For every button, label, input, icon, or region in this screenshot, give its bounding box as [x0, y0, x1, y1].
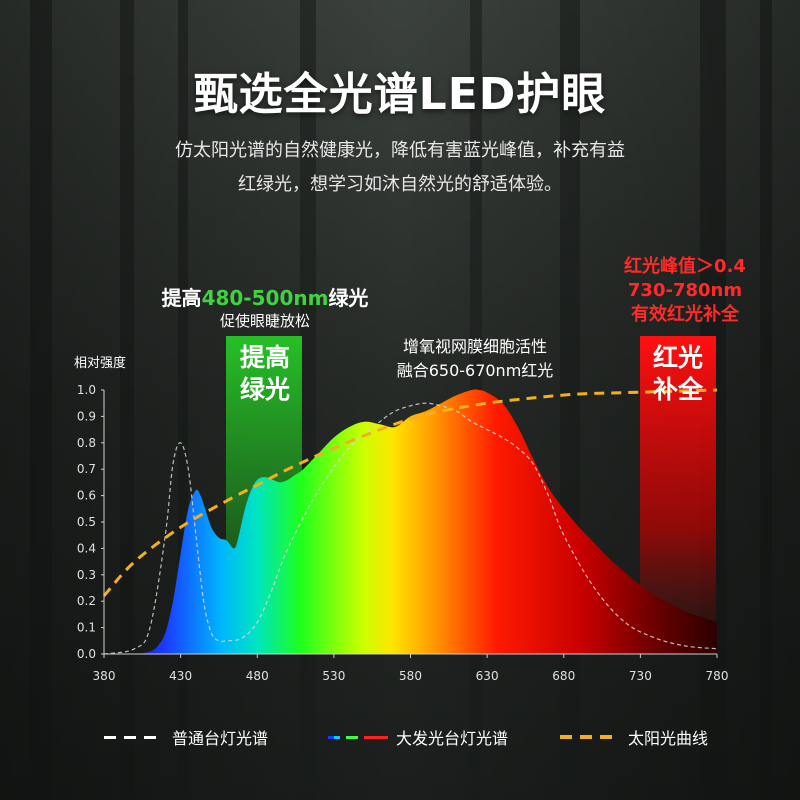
- y-tick-label-5: 0.5: [77, 515, 96, 529]
- x-tick-label-7: 730: [629, 669, 652, 683]
- ordinary-lamp-curve: [103, 402, 718, 655]
- green-light-heading: 提高480-500nm绿光: [150, 282, 380, 311]
- legend-label-sunlight: 太阳光曲线: [628, 729, 709, 748]
- subtitle-line-1: 仿太阳光谱的自然健康光，降低有害蓝光峰值，补充有益: [175, 140, 625, 161]
- page-title: 甄选全光谱LED护眼: [193, 69, 607, 120]
- green-band-label: 提高 绿光: [222, 342, 308, 406]
- red-light-heading: 红光峰值＞0.4 730-780nm 有效红光补全: [590, 255, 780, 327]
- green-tag-line-1: 提高: [239, 343, 290, 372]
- subtitle-line-2: 红绿光，想学习如沐自然光的舒适体验。: [238, 174, 562, 195]
- green-head-range: 480-500nm: [201, 286, 329, 310]
- legend-label-brand-lamp: 大发光台灯光谱: [396, 729, 509, 748]
- y-tick-label-10: 1.0: [77, 383, 96, 397]
- legend-item-ordinary-lamp: 普通台灯光谱: [104, 725, 268, 749]
- x-tick-label-8: 780: [706, 669, 729, 683]
- red-head-line-2: 730-780nm: [627, 280, 743, 301]
- y-tick-label-2: 0.2: [77, 594, 96, 608]
- x-tick-label-5: 630: [476, 669, 499, 683]
- green-head-suffix: 绿光: [328, 286, 369, 310]
- green-head-prefix: 提高: [161, 286, 202, 310]
- y-tick-label-9: 0.9: [77, 409, 96, 423]
- green-tag-line-2: 绿光: [239, 375, 290, 404]
- legend-swatch-dashed-yellow: [560, 735, 620, 739]
- y-tick-label-6: 0.6: [77, 489, 96, 503]
- red-head-line-1: 红光峰值＞0.4: [624, 256, 746, 277]
- legend-swatch-rainbow: [328, 735, 388, 739]
- sunlight-curve: [102, 388, 718, 597]
- y-tick-label-0: 0.0: [77, 647, 96, 661]
- y-tick-label-7: 0.7: [77, 462, 96, 476]
- x-tick-label-4: 580: [399, 669, 422, 683]
- green-light-subtext: 促使眼睫放松: [219, 312, 310, 330]
- y-axis-label: 相对强度: [74, 356, 127, 371]
- legend-label-ordinary-lamp: 普通台灯光谱: [172, 729, 269, 748]
- x-tick-label-3: 530: [322, 669, 345, 683]
- y-tick-label-1: 0.1: [77, 621, 96, 635]
- y-tick-label-8: 0.8: [77, 436, 96, 450]
- legend-item-brand-lamp: 大发光台灯光谱: [328, 725, 508, 749]
- x-tick-label-6: 680: [552, 669, 575, 683]
- legend-swatch-dashed-white: [104, 735, 164, 739]
- x-tick-label-1: 430: [169, 669, 192, 683]
- red-light-annotation: 增氧视网膜细胞活性 融合650-670nm红光: [360, 335, 590, 383]
- red-head-line-3: 有效红光补全: [631, 304, 739, 325]
- red-band-label: 红光 补全: [640, 342, 716, 406]
- spectrum-area: [104, 389, 717, 655]
- mid-annot-line-1: 增氧视网膜细胞活性: [402, 337, 547, 356]
- x-tick-label-0: 380: [93, 669, 116, 683]
- y-tick-label-4: 0.4: [77, 541, 96, 555]
- x-tick-label-2: 480: [246, 669, 269, 683]
- mid-annot-line-2: 融合650-670nm红光: [396, 361, 554, 380]
- legend-item-sunlight: 太阳光曲线: [560, 725, 708, 749]
- red-tag-line-2: 补全: [652, 375, 703, 404]
- red-tag-line-1: 红光: [652, 343, 703, 372]
- y-tick-label-3: 0.3: [77, 568, 96, 582]
